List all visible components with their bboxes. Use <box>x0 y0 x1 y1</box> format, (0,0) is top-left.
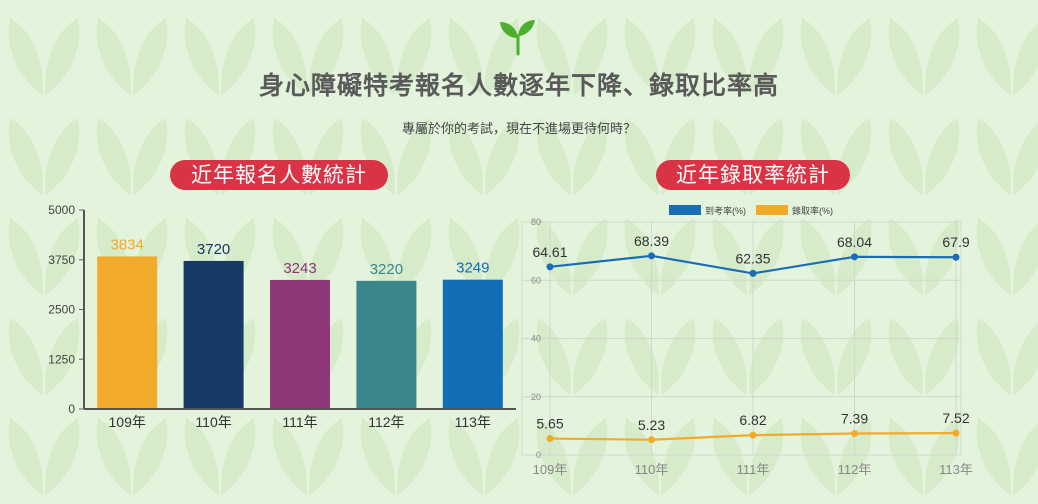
line-point <box>749 269 757 277</box>
line-point <box>851 429 858 437</box>
line-x-tick-label: 112年 <box>838 462 872 477</box>
line-point <box>546 435 554 443</box>
legend-label: 錄取率(%) <box>792 205 833 216</box>
line-data-label: 67.9 <box>942 234 969 250</box>
legend-swatch <box>669 205 701 215</box>
bar-value-label: 3249 <box>456 260 489 277</box>
line-data-label: 64.61 <box>532 244 567 260</box>
page-title: 身心障礙特考報名人數逐年下降、錄取比率高 <box>258 71 779 100</box>
bar <box>270 279 330 409</box>
bar-x-tick-label: 113年 <box>455 414 491 430</box>
sprout-icon <box>500 20 535 56</box>
bar-y-tick-label: 2500 <box>48 303 75 317</box>
line-x-tick-label: 113年 <box>939 462 973 477</box>
bar-x-tick-label: 110年 <box>195 414 231 430</box>
bar-x-tick-label: 111年 <box>282 414 317 430</box>
legend-swatch <box>756 205 788 215</box>
bar-y-tick-label: 1250 <box>48 352 75 366</box>
line-chart-title: 近年錄取率統計 <box>656 160 850 190</box>
bar <box>97 256 158 409</box>
legend-label: 到考率(%) <box>705 205 746 216</box>
line-x-tick-label: 109年 <box>533 462 568 477</box>
line-data-label: 68.04 <box>837 234 872 250</box>
bar-chart-title: 近年報名人數統計 <box>170 160 388 190</box>
line-y-tick-label: 40 <box>531 334 541 344</box>
line-data-label: 5.23 <box>638 417 665 433</box>
line-y-tick-label: 0 <box>536 450 541 460</box>
line-point <box>851 253 858 261</box>
bar-value-label: 3243 <box>283 260 316 277</box>
line-data-label: 7.39 <box>841 410 868 426</box>
bar-x-tick-label: 112年 <box>368 414 404 430</box>
line-data-label: 5.65 <box>536 416 563 432</box>
line-point <box>952 429 960 437</box>
bar-y-tick-label: 3750 <box>48 253 75 267</box>
line-data-label: 6.82 <box>739 412 766 428</box>
line-x-tick-label: 111年 <box>737 462 770 477</box>
line-y-tick-label: 80 <box>531 217 541 227</box>
line-y-tick-label: 60 <box>531 275 541 285</box>
page-subtitle: 專屬於你的考試，現在不進場更待何時？ <box>401 122 636 137</box>
bar-value-label: 3834 <box>111 236 144 253</box>
line-data-label: 68.39 <box>634 233 669 249</box>
line-x-tick-label: 110年 <box>635 462 669 477</box>
bar <box>442 279 503 409</box>
bar <box>356 280 417 409</box>
line-y-tick-label: 20 <box>531 392 541 402</box>
line-point <box>648 436 655 444</box>
bar-value-label: 3220 <box>370 261 403 278</box>
line-data-label: 62.35 <box>735 250 770 266</box>
line-point <box>546 263 554 271</box>
bar-y-tick-label: 0 <box>68 402 75 416</box>
line-point <box>648 252 655 260</box>
bar-value-label: 3720 <box>197 241 230 258</box>
bar-x-tick-label: 109年 <box>109 414 146 430</box>
bar <box>183 260 244 409</box>
line-point <box>749 431 757 439</box>
bar-y-tick-label: 5000 <box>48 203 75 217</box>
line-point <box>952 253 960 261</box>
line-data-label: 7.52 <box>942 410 969 426</box>
